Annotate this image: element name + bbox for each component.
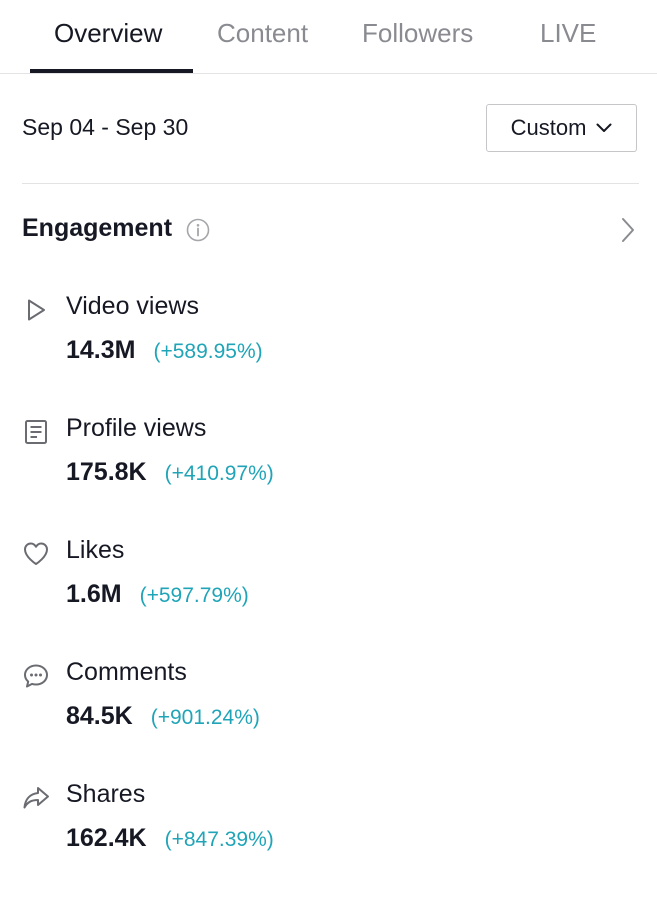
chevron-down-icon bbox=[596, 123, 612, 132]
heart-icon bbox=[24, 542, 48, 565]
metric-video-views: Video views 14.3M (+589.95%) bbox=[22, 292, 639, 382]
info-icon[interactable] bbox=[186, 218, 210, 242]
tab-live[interactable]: LIVE bbox=[540, 18, 597, 48]
metric-label: Profile views bbox=[66, 414, 207, 442]
metric-label: Shares bbox=[66, 780, 146, 808]
play-icon bbox=[28, 299, 45, 321]
section-title: Engagement bbox=[22, 214, 173, 242]
metric-value: 84.5K bbox=[66, 702, 133, 730]
metric-label: Comments bbox=[66, 658, 187, 686]
metric-value: 162.4K bbox=[66, 824, 147, 852]
chevron-right-icon[interactable] bbox=[619, 216, 637, 244]
profile-document-icon bbox=[25, 420, 47, 444]
engagement-header[interactable]: Engagement bbox=[22, 210, 639, 250]
metric-value-row: 1.6M (+597.79%) bbox=[66, 580, 249, 609]
metric-change: (+597.79%) bbox=[139, 584, 249, 607]
metric-likes: Likes 1.6M (+597.79%) bbox=[22, 536, 639, 626]
metric-value: 175.8K bbox=[66, 458, 147, 486]
metric-value-row: 84.5K (+901.24%) bbox=[66, 702, 260, 731]
tab-content[interactable]: Content bbox=[217, 18, 309, 48]
metric-value: 14.3M bbox=[66, 336, 136, 364]
comment-bubble-icon bbox=[24, 664, 48, 688]
metric-change: (+847.39%) bbox=[164, 828, 274, 851]
tab-followers[interactable]: Followers bbox=[362, 18, 474, 48]
share-arrow-icon bbox=[23, 787, 49, 809]
date-filter-dropdown[interactable]: Custom bbox=[486, 104, 637, 152]
metric-label: Video views bbox=[66, 292, 199, 320]
tab-overview[interactable]: Overview bbox=[54, 18, 163, 48]
metric-value-row: 175.8K (+410.97%) bbox=[66, 458, 274, 487]
metric-label: Likes bbox=[66, 536, 125, 564]
active-tab-indicator bbox=[30, 69, 193, 73]
metric-shares: Shares 162.4K (+847.39%) bbox=[22, 780, 639, 870]
metric-change: (+901.24%) bbox=[150, 706, 260, 729]
metric-change: (+410.97%) bbox=[164, 462, 274, 485]
divider bbox=[22, 183, 639, 184]
metric-profile-views: Profile views 175.8K (+410.97%) bbox=[22, 414, 639, 504]
metric-value-row: 162.4K (+847.39%) bbox=[66, 824, 274, 853]
metric-value: 1.6M bbox=[66, 580, 122, 608]
metric-change: (+589.95%) bbox=[153, 340, 263, 363]
metric-value-row: 14.3M (+589.95%) bbox=[66, 336, 263, 365]
analytics-tabs: Overview Content Followers LIVE bbox=[0, 0, 657, 74]
metric-comments: Comments 84.5K (+901.24%) bbox=[22, 658, 639, 748]
date-filter-label: Custom bbox=[510, 115, 587, 140]
date-range-text: Sep 04 - Sep 30 bbox=[22, 114, 189, 140]
